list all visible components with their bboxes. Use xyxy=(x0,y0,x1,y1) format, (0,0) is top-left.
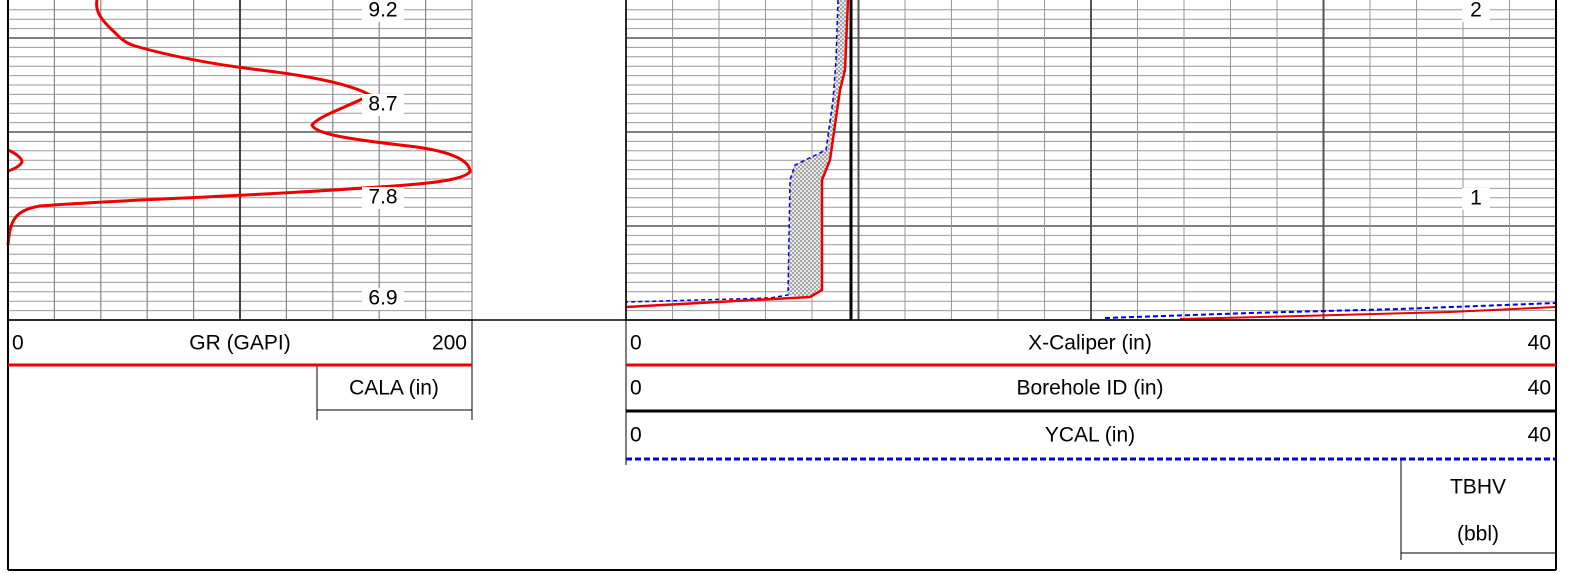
curve-name: X-Caliper (in) xyxy=(1028,332,1152,355)
scale-min: 0 xyxy=(630,377,642,400)
curve-name: GR (GAPI) xyxy=(189,332,291,355)
caliper-fill xyxy=(788,0,848,297)
tbhv-label: 1 xyxy=(1470,187,1482,210)
scale-min: 0 xyxy=(630,332,642,355)
curve-name: Borehole ID (in) xyxy=(1016,377,1163,400)
gr-curve xyxy=(6,0,472,246)
curve-name: TBHV xyxy=(1450,476,1506,499)
cala-label: 8.7 xyxy=(368,93,397,116)
cala-label: 7.8 xyxy=(368,186,397,209)
x-caliper-curve-lower xyxy=(1179,306,1557,320)
cala-label: 9.2 xyxy=(368,0,397,22)
scale-max: 40 xyxy=(1528,377,1551,400)
ycal-curve xyxy=(625,0,839,303)
header xyxy=(7,0,1557,571)
curve-name: CALA (in) xyxy=(349,377,439,400)
cala-label: 6.9 xyxy=(368,287,397,310)
x-caliper-curve xyxy=(625,0,850,309)
ycal-curve-lower xyxy=(1104,302,1557,319)
curve-name: YCAL (in) xyxy=(1045,424,1135,447)
scale-max: 40 xyxy=(1528,332,1551,355)
grid xyxy=(7,0,1557,321)
scale-max: 40 xyxy=(1528,424,1551,447)
gr-curve-edge xyxy=(7,148,24,173)
curve-unit: (bbl) xyxy=(1457,523,1499,546)
scale-max: 200 xyxy=(432,332,467,355)
scale-min: 0 xyxy=(630,424,642,447)
tbhv-label: 2 xyxy=(1470,0,1482,22)
scale-min: 0 xyxy=(12,332,24,355)
